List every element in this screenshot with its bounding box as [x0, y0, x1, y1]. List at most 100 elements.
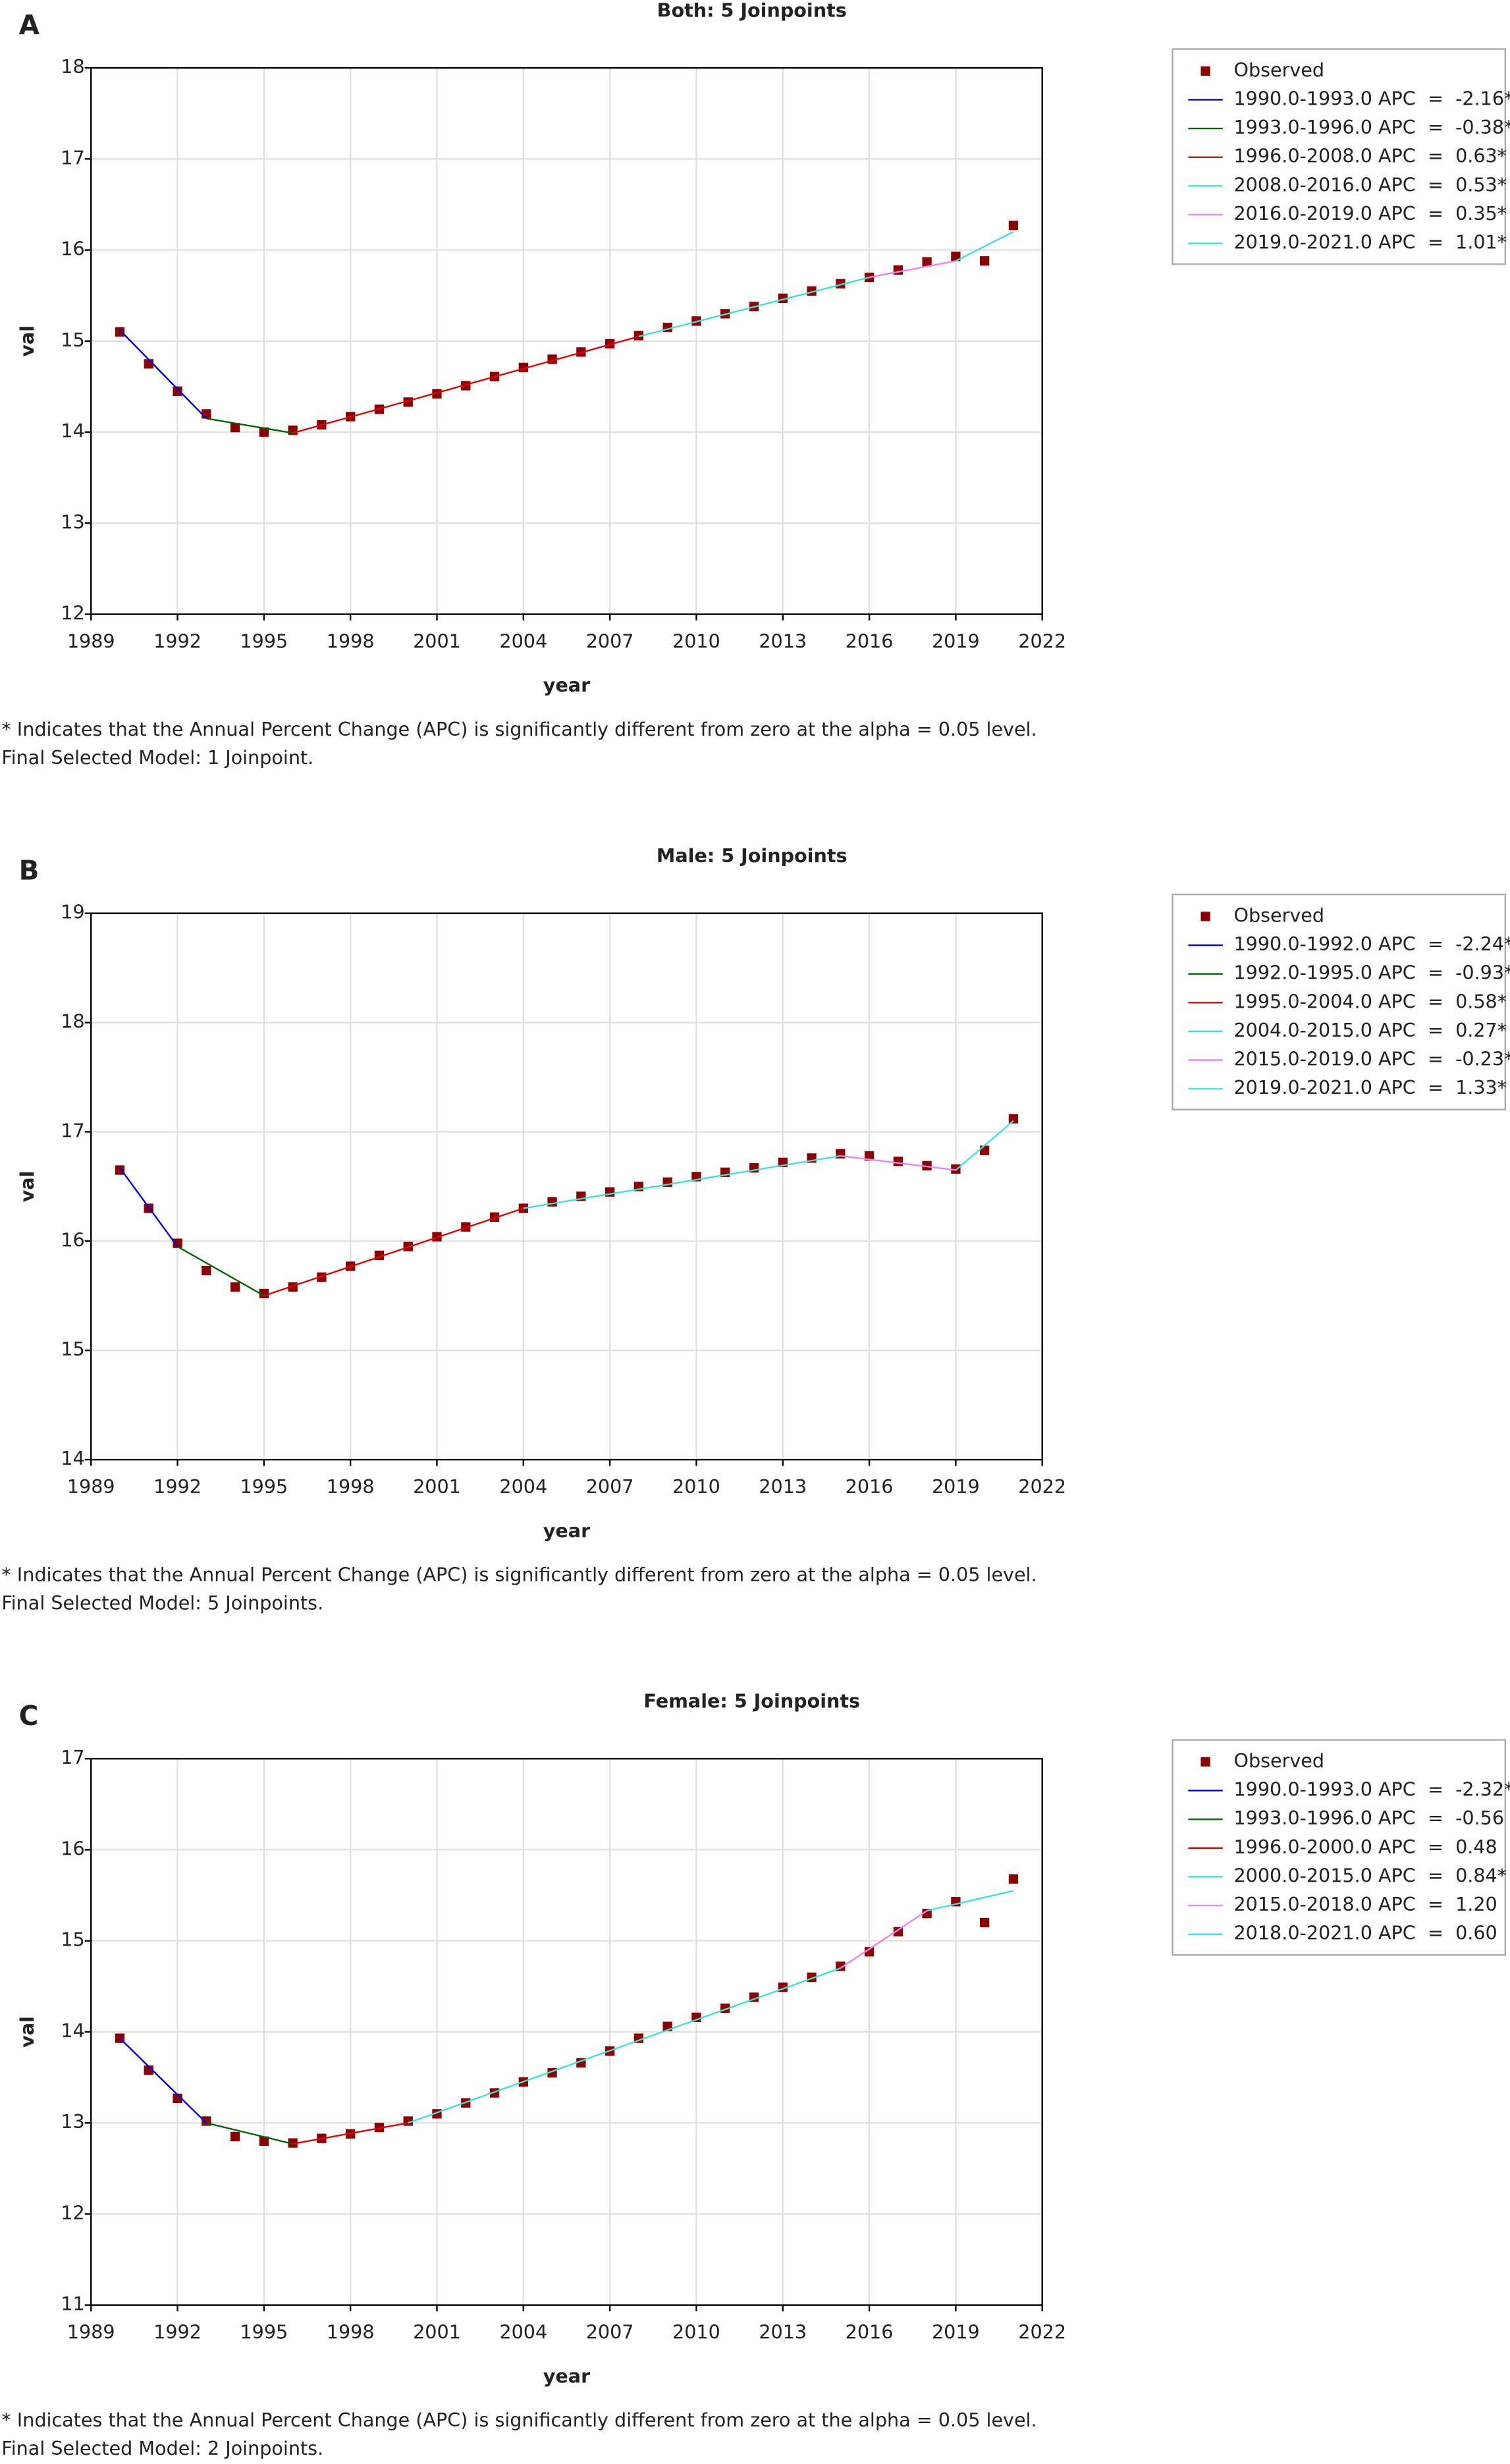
observed-point — [980, 1145, 990, 1155]
x-tick-label: 2016 — [846, 630, 894, 652]
x-tick-label: 1989 — [67, 2321, 115, 2343]
observed-point — [893, 265, 903, 275]
fit-segment — [176, 1246, 265, 1297]
y-tick-label: 16 — [61, 1228, 84, 1251]
y-tick-label: 11 — [61, 2293, 84, 2315]
x-tick-label: 2007 — [586, 1475, 634, 1498]
legend-entry: Observed — [1233, 59, 1324, 81]
y-tick-label: 16 — [61, 238, 84, 260]
fit-segment — [263, 1207, 524, 1297]
observed-point — [288, 2138, 298, 2148]
legend-entry: 2015.0-2019.0 APC = -0.23* — [1233, 1047, 1510, 1070]
observed-point — [922, 257, 932, 267]
chart-title: Female: 5 Joinpoints — [643, 1689, 860, 1712]
legend-entry: 1995.0-2004.0 APC = 0.58* — [1233, 990, 1507, 1012]
observed-point — [547, 1197, 557, 1207]
y-axis-label: val — [16, 325, 38, 357]
x-tick-label: 2010 — [672, 2321, 720, 2343]
footnote: * Indicates that the Annual Percent Chan… — [1, 718, 1037, 740]
y-tick-label: 17 — [61, 1746, 84, 1768]
x-axis-label: year — [543, 1519, 591, 1542]
observed-point — [173, 386, 182, 397]
observed-point — [864, 1947, 875, 1957]
x-tick-label: 2001 — [413, 630, 461, 652]
legend-entry: 2004.0-2015.0 APC = 0.27* — [1233, 1019, 1507, 1041]
fit-segment — [408, 1967, 841, 2124]
legend-entry: 1990.0-1993.0 APC = -2.16* — [1233, 87, 1510, 109]
y-tick-label: 19 — [61, 901, 84, 923]
chart-title: Both: 5 Joinpoints — [657, 0, 847, 21]
legend-entry: Observed — [1233, 1749, 1324, 1772]
legend-entry: 1993.0-1996.0 APC = -0.38* — [1233, 116, 1510, 138]
x-tick-label: 2007 — [586, 630, 634, 652]
y-tick-label: 13 — [61, 2110, 84, 2133]
y-tick-label: 14 — [61, 1447, 84, 1469]
observed-point — [951, 252, 961, 261]
legend-marker — [1200, 912, 1210, 921]
observed-point — [259, 2136, 269, 2146]
y-tick-label: 13 — [61, 510, 84, 533]
legend-entry: 2015.0-2018.0 APC = 1.20 — [1233, 1893, 1497, 1915]
x-tick-label: 1998 — [327, 2321, 375, 2343]
x-tick-label: 2013 — [759, 1475, 807, 1498]
x-tick-label: 1992 — [153, 2321, 202, 2343]
footnote: * Indicates that the Annual Percent Chan… — [1, 2409, 1037, 2431]
x-tick-label: 2010 — [672, 1475, 720, 1498]
footnote: Final Selected Model: 5 Joinpoints. — [1, 1591, 323, 1614]
x-tick-label: 2001 — [413, 2321, 461, 2343]
fit-segment — [206, 2122, 293, 2145]
y-tick-label: 18 — [61, 55, 84, 78]
legend-entry: 2000.0-2015.0 APC = 0.84* — [1233, 1864, 1507, 1886]
legend-entry: 2016.0-2019.0 APC = 0.35* — [1233, 202, 1507, 225]
fit-segment — [955, 231, 1014, 262]
fit-segment — [638, 276, 870, 338]
panel-label: B — [19, 855, 40, 887]
legend-entry: 2019.0-2021.0 APC = 1.33* — [1233, 1076, 1507, 1099]
x-axis-label: year — [543, 2365, 591, 2387]
x-tick-label: 1989 — [67, 1475, 115, 1498]
y-tick-label: 18 — [61, 1010, 84, 1033]
observed-point — [202, 1265, 211, 1276]
x-tick-label: 2010 — [672, 630, 720, 652]
x-tick-label: 1992 — [153, 630, 202, 652]
x-tick-label: 2004 — [499, 1475, 547, 1498]
x-axis-label: year — [543, 674, 591, 696]
observed-point — [893, 1927, 903, 1937]
panel-label: C — [19, 1700, 39, 1732]
x-tick-label: 2022 — [1018, 630, 1066, 652]
observed-point — [951, 1164, 961, 1174]
x-tick-label: 1989 — [67, 630, 115, 652]
y-tick-label: 14 — [61, 2019, 84, 2042]
observed-point — [864, 1151, 875, 1161]
y-tick-label: 12 — [61, 2201, 84, 2224]
x-tick-label: 1998 — [327, 630, 375, 652]
observed-point — [980, 1917, 990, 1928]
legend-entry: Observed — [1233, 904, 1324, 926]
y-tick-label: 16 — [61, 1837, 84, 1859]
fit-segment — [119, 329, 207, 420]
plot-frame — [90, 67, 1043, 615]
fit-segment — [119, 2037, 207, 2124]
footnote: Final Selected Model: 2 Joinpoints. — [1, 2437, 323, 2459]
x-tick-label: 2004 — [499, 2321, 547, 2343]
observed-point — [115, 327, 125, 337]
observed-point — [922, 1909, 932, 1919]
observed-point — [893, 1157, 903, 1166]
observed-point — [173, 1238, 182, 1248]
y-axis-label: val — [16, 1171, 38, 1203]
fit-segment — [119, 1167, 178, 1247]
legend-entry: 2019.0-2021.0 APC = 1.01* — [1233, 231, 1507, 254]
x-tick-label: 2016 — [846, 2321, 894, 2343]
y-tick-label: 15 — [61, 1929, 84, 1951]
observed-point — [922, 1161, 932, 1171]
legend-entry: 2008.0-2016.0 APC = 0.53* — [1233, 173, 1507, 196]
legend-entry: 2018.0-2021.0 APC = 0.60 — [1233, 1922, 1497, 1944]
x-tick-label: 1995 — [240, 2321, 288, 2343]
fit-segment — [206, 418, 293, 434]
x-tick-label: 2004 — [499, 630, 547, 652]
fit-segment — [840, 1155, 956, 1171]
legend-box — [1172, 1739, 1507, 1956]
y-axis-label: val — [16, 2016, 38, 2048]
